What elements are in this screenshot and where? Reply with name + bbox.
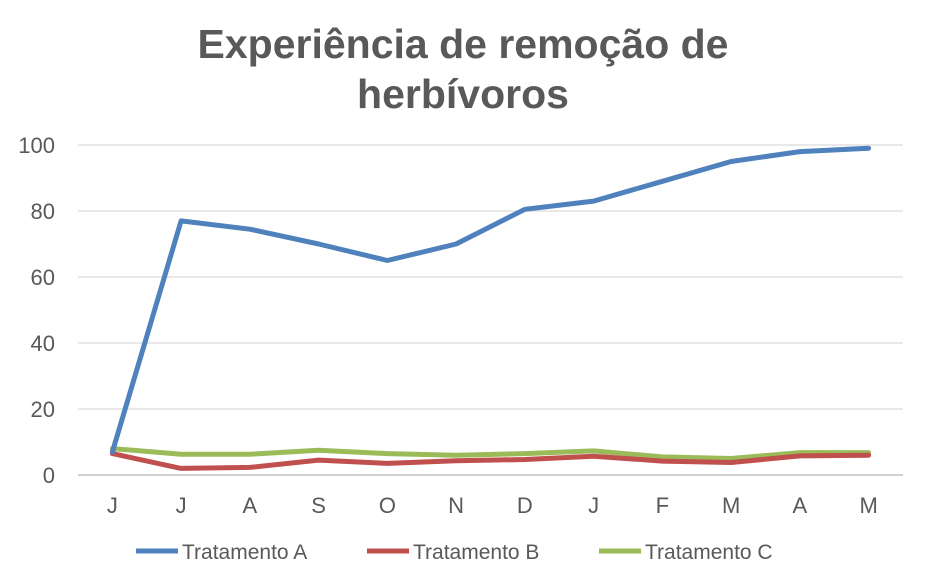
x-tick-label: N bbox=[448, 493, 464, 518]
x-tick-label: M bbox=[859, 493, 877, 518]
series-line-tratamento-a bbox=[109, 145, 872, 455]
x-tick-label: M bbox=[722, 493, 740, 518]
legend-label: Tratamento A bbox=[182, 541, 307, 564]
x-tick-label: S bbox=[311, 493, 326, 518]
y-tick-label: 80 bbox=[31, 199, 55, 224]
legend: Tratamento A Tratamento B Tratamento C bbox=[136, 541, 773, 564]
legend-label: Tratamento C bbox=[645, 541, 773, 564]
legend-item: Tratamento C bbox=[599, 541, 773, 564]
x-tick-label: O bbox=[379, 493, 396, 518]
gridlines bbox=[78, 144, 903, 476]
x-tick-label: D bbox=[517, 493, 533, 518]
series-lines bbox=[109, 145, 872, 471]
x-tick-label: A bbox=[243, 493, 258, 518]
y-tick-label: 40 bbox=[31, 331, 55, 356]
y-tick-label: 20 bbox=[31, 397, 55, 422]
x-tick-label: J bbox=[176, 493, 187, 518]
legend-item: Tratamento A bbox=[136, 541, 307, 564]
x-tick-label: F bbox=[656, 493, 669, 518]
series-line-tratamento-b bbox=[109, 451, 872, 471]
x-tick-label: J bbox=[107, 493, 118, 518]
x-tick-label: J bbox=[588, 493, 599, 518]
y-tick-label: 0 bbox=[43, 463, 55, 488]
y-axis-ticks: 0 20 40 60 80 100 bbox=[18, 133, 55, 488]
legend-item: Tratamento B bbox=[367, 541, 539, 564]
y-tick-label: 100 bbox=[18, 133, 55, 158]
y-tick-label: 60 bbox=[31, 265, 55, 290]
series-line-tratamento-c bbox=[109, 446, 872, 461]
chart-title-line-1: Experiência de remoção de bbox=[198, 21, 729, 67]
legend-label: Tratamento B bbox=[413, 541, 539, 564]
x-tick-label: A bbox=[793, 493, 808, 518]
chart-title-line-2: herbívoros bbox=[357, 71, 569, 117]
